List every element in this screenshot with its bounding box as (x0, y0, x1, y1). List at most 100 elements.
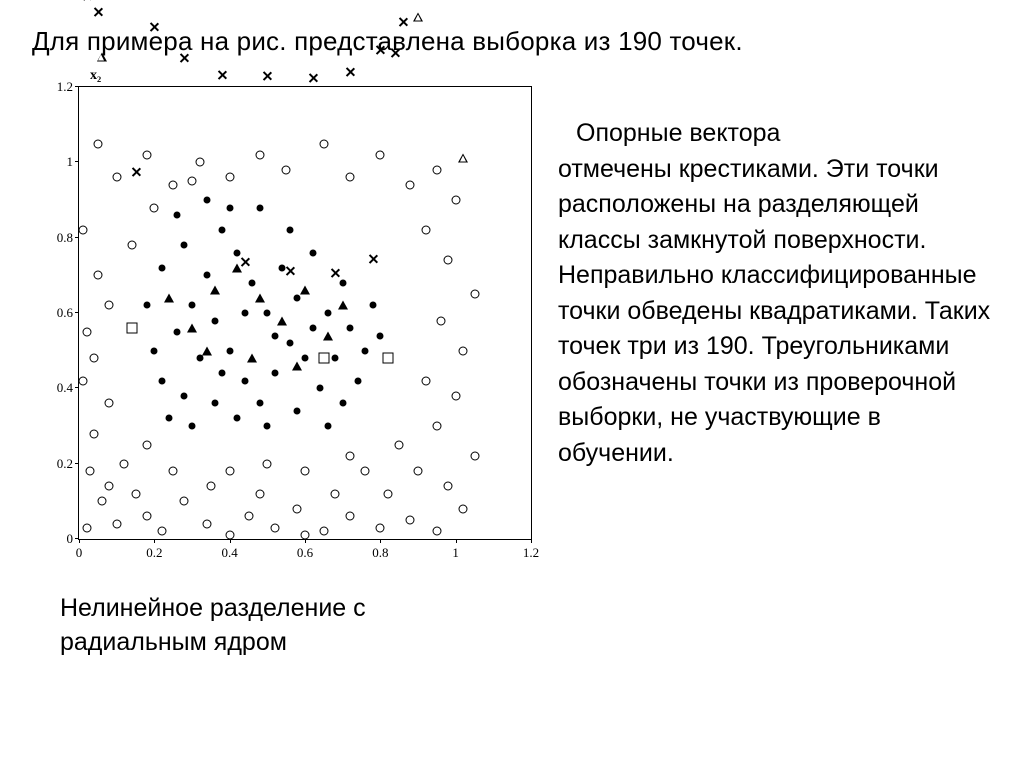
marker-x (150, 22, 159, 31)
marker-open-circle (301, 467, 310, 476)
marker-open-circle (112, 519, 121, 528)
marker-filled-circle (211, 400, 218, 407)
marker-triangle-filled (338, 301, 348, 310)
marker-filled-circle (166, 415, 173, 422)
marker-open-circle (444, 482, 453, 491)
marker-open-circle (188, 177, 197, 186)
scatter-chart: x₂ 000.20.20.40.40.60.60.80.8111.21.2 (24, 68, 544, 568)
marker-filled-circle (189, 302, 196, 309)
marker-open-circle (444, 256, 453, 265)
marker-triangle-filled (202, 346, 212, 355)
marker-filled-circle (173, 212, 180, 219)
marker-open-circle (86, 467, 95, 476)
marker-filled-circle (226, 347, 233, 354)
marker-filled-circle (362, 347, 369, 354)
marker-open-circle (120, 459, 129, 468)
x-tick-label: 0.8 (372, 545, 388, 561)
marker-square (318, 353, 329, 364)
marker-open-circle (90, 429, 99, 438)
marker-open-circle (82, 523, 91, 532)
marker-open-circle (90, 354, 99, 363)
marker-filled-circle (181, 242, 188, 249)
y-tick (75, 312, 79, 313)
marker-open-circle (142, 512, 151, 521)
marker-open-circle (293, 504, 302, 513)
marker-open-circle (406, 516, 415, 525)
marker-filled-circle (219, 227, 226, 234)
marker-open-circle (432, 165, 441, 174)
x-tick (380, 539, 381, 543)
marker-x (131, 168, 140, 177)
marker-filled-circle (241, 377, 248, 384)
marker-open-circle (282, 165, 291, 174)
marker-open-circle (319, 527, 328, 536)
y-tick (75, 86, 79, 87)
marker-filled-circle (181, 392, 188, 399)
marker-filled-circle (271, 370, 278, 377)
marker-open-circle (142, 150, 151, 159)
y-tick (75, 538, 79, 539)
marker-open-circle (105, 482, 114, 491)
body-paragraph: Опорные вектора отмечены крестиками. Эти… (558, 116, 994, 471)
marker-open-circle (127, 241, 136, 250)
x-tick-label: 0 (76, 545, 83, 561)
marker-x (376, 46, 385, 55)
y-tick-label: 0.8 (45, 230, 73, 246)
plot-area: 000.20.20.40.40.60.60.80.8111.21.2 (78, 86, 532, 540)
marker-open-circle (131, 489, 140, 498)
marker-triangle-filled (292, 361, 302, 370)
marker-open-circle (376, 150, 385, 159)
marker-open-circle (206, 482, 215, 491)
marker-open-circle (406, 180, 415, 189)
marker-filled-circle (219, 370, 226, 377)
marker-filled-circle (256, 400, 263, 407)
marker-filled-circle (143, 302, 150, 309)
marker-triangle-filled (187, 324, 197, 333)
marker-filled-circle (294, 294, 301, 301)
marker-filled-circle (339, 400, 346, 407)
marker-open-circle (225, 467, 234, 476)
marker-open-circle (78, 376, 87, 385)
chart-caption: Нелинейное разделение с радиальным ядром (60, 592, 480, 660)
marker-filled-circle (204, 272, 211, 279)
marker-x (263, 72, 272, 81)
marker-square (126, 323, 137, 334)
marker-triangle-filled (255, 293, 265, 302)
marker-open-circle (470, 452, 479, 461)
marker-open-circle (470, 290, 479, 299)
marker-x (368, 255, 377, 264)
marker-open-circle (157, 527, 166, 536)
marker-filled-circle (249, 279, 256, 286)
marker-open-circle (421, 226, 430, 235)
marker-open-circle (432, 527, 441, 536)
marker-filled-circle (256, 204, 263, 211)
marker-triangle-open (97, 53, 107, 62)
marker-open-circle (169, 467, 178, 476)
marker-open-circle (301, 531, 310, 540)
marker-open-circle (203, 519, 212, 528)
marker-open-circle (142, 440, 151, 449)
marker-filled-circle (226, 204, 233, 211)
marker-open-circle (255, 489, 264, 498)
marker-open-circle (97, 497, 106, 506)
marker-filled-circle (264, 423, 271, 430)
x-tick (79, 539, 80, 543)
marker-filled-circle (286, 340, 293, 347)
marker-x (346, 67, 355, 76)
marker-open-circle (82, 327, 91, 336)
y-tick-label: 0 (45, 531, 73, 547)
x-tick (456, 539, 457, 543)
marker-triangle-open (458, 154, 468, 163)
marker-open-circle (436, 316, 445, 325)
marker-filled-circle (324, 423, 331, 430)
marker-filled-circle (302, 355, 309, 362)
marker-open-circle (451, 391, 460, 400)
body-rest: отмечены крестиками. Эти точки расположе… (558, 155, 990, 467)
marker-filled-circle (347, 325, 354, 332)
marker-filled-circle (158, 377, 165, 384)
marker-filled-circle (204, 197, 211, 204)
marker-open-circle (180, 497, 189, 506)
marker-x (398, 17, 407, 26)
marker-x (180, 54, 189, 63)
marker-filled-circle (211, 317, 218, 324)
